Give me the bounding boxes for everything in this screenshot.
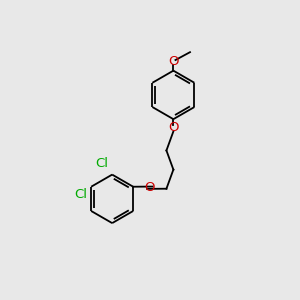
Text: Cl: Cl	[74, 188, 87, 201]
Text: O: O	[145, 181, 155, 194]
Text: O: O	[168, 122, 178, 134]
Text: Cl: Cl	[95, 158, 108, 170]
Text: O: O	[168, 56, 178, 68]
